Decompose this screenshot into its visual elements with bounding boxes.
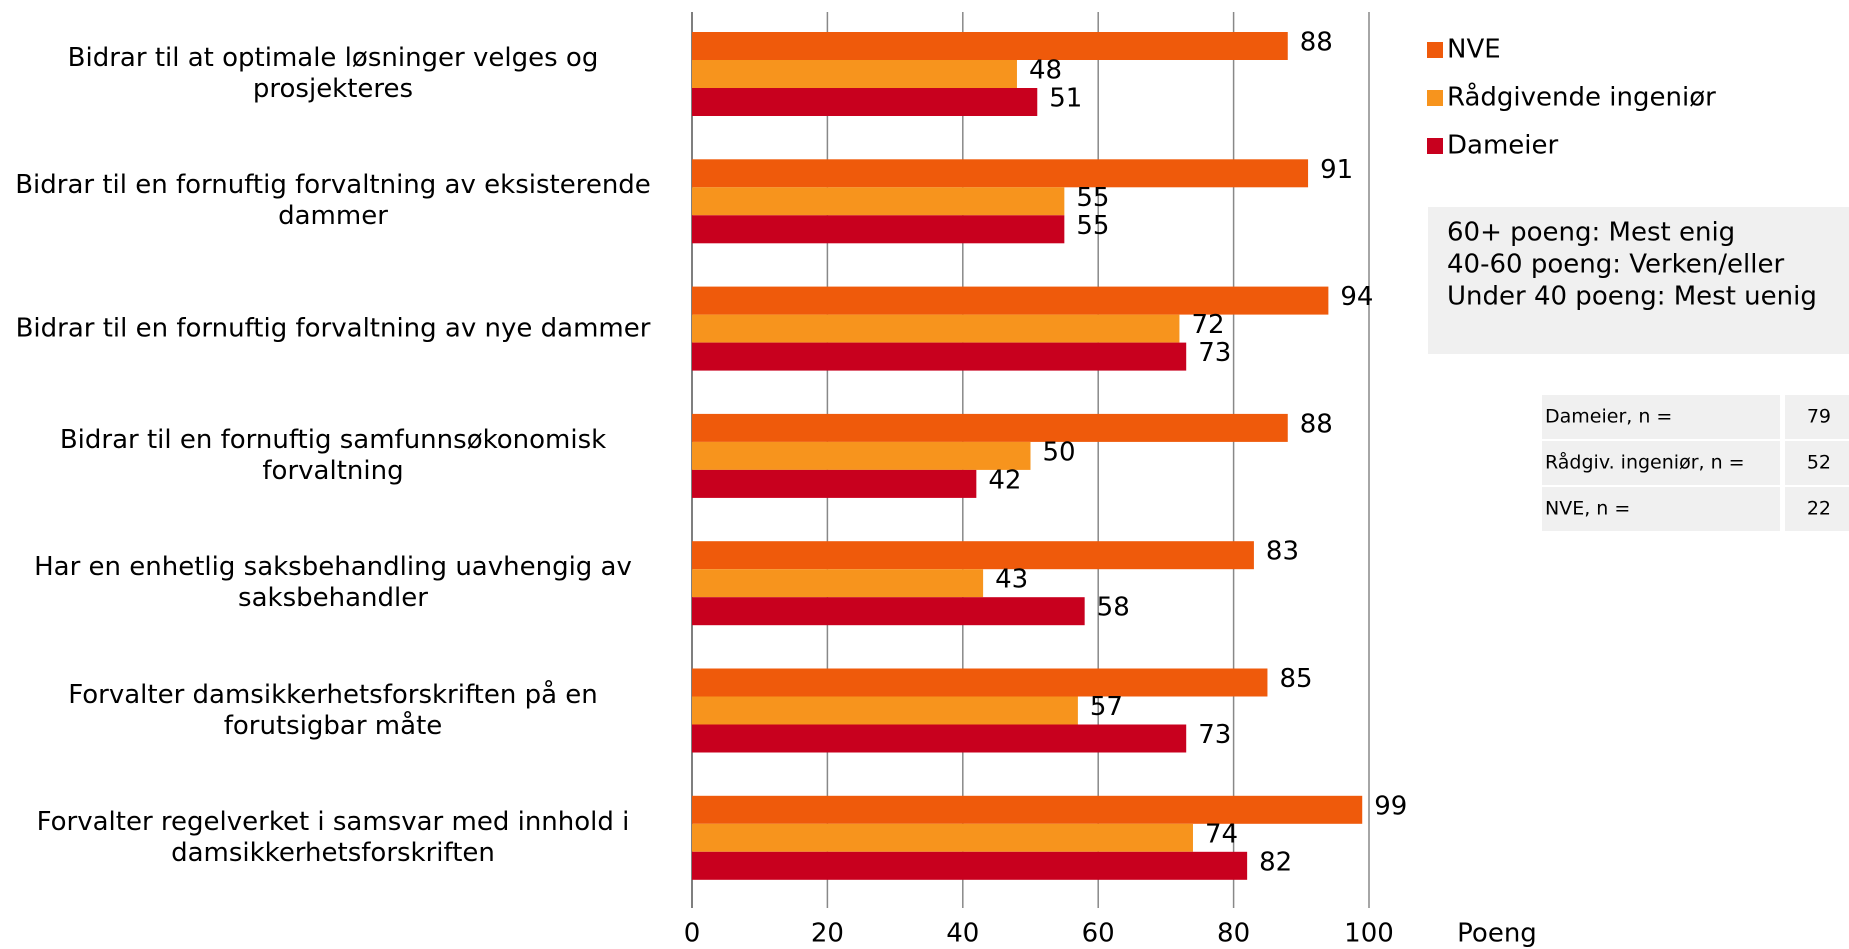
bar — [692, 159, 1309, 188]
value-label: 73 — [1198, 720, 1231, 750]
legend-swatch — [1427, 42, 1443, 58]
y-tick-label: Bidrar til en fornuftig samfunnsøkonomis… — [59, 424, 607, 486]
legend-label: Dameier — [1447, 131, 1558, 161]
value-label: 88 — [1300, 409, 1333, 439]
legend-swatch — [1427, 138, 1443, 154]
value-label: 73 — [1198, 338, 1231, 368]
value-label: 51 — [1049, 84, 1082, 114]
table-cell — [1785, 395, 1849, 439]
note: 40-60 poeng: Verken/eller — [1447, 250, 1784, 280]
bar — [692, 88, 1038, 116]
table-label: Dameier, n = — [1545, 406, 1672, 428]
legend-label: Rådgivende ingeniør — [1447, 82, 1716, 113]
value-label: 50 — [1043, 437, 1076, 467]
legend-swatch — [1427, 90, 1443, 106]
x-tick-label: 20 — [811, 919, 844, 949]
bar — [692, 187, 1065, 216]
table-cell — [1542, 441, 1780, 485]
value-label: 88 — [1300, 28, 1333, 58]
note-box — [1428, 207, 1849, 354]
bar — [692, 795, 1363, 824]
bar — [692, 413, 1288, 442]
bar — [692, 696, 1078, 725]
value-label: 82 — [1259, 847, 1292, 877]
value-label: 94 — [1340, 282, 1373, 312]
value-label: 85 — [1279, 664, 1312, 694]
table-value: 52 — [1807, 452, 1831, 474]
y-tick-label: Forvalter damsikkerhetsforskriften på en… — [68, 679, 598, 741]
table-cell — [1785, 441, 1849, 485]
value-label: 43 — [995, 565, 1028, 595]
bar — [692, 342, 1187, 371]
value-label: 58 — [1097, 593, 1130, 623]
y-tick-label: Bidrar til at optimale løsninger velges … — [67, 43, 599, 104]
x-tick-label: 0 — [684, 919, 701, 949]
y-tick-label: Forvalter regelverket i samsvar med innh… — [36, 806, 630, 868]
bar — [692, 668, 1268, 697]
table-label: Rådgiv. ingeniør, n = — [1545, 451, 1745, 474]
bar — [692, 32, 1288, 60]
bar — [692, 469, 977, 498]
table-value: 22 — [1807, 498, 1831, 520]
x-tick-label: 80 — [1217, 919, 1250, 949]
x-tick-label: 40 — [946, 919, 979, 949]
note: 60+ poeng: Mest enig — [1447, 218, 1735, 248]
table-cell — [1785, 487, 1849, 531]
value-label: 91 — [1320, 155, 1353, 185]
value-label: 74 — [1205, 819, 1238, 849]
value-label: 55 — [1076, 183, 1109, 213]
x-axis-label: Poeng — [1457, 919, 1537, 949]
bar — [692, 823, 1193, 852]
bar — [692, 851, 1248, 880]
x-tick-label: 100 — [1344, 919, 1394, 949]
note: Under 40 poeng: Mest uenig — [1447, 282, 1817, 312]
value-label: 99 — [1374, 791, 1407, 821]
bar — [692, 597, 1085, 626]
bar — [692, 60, 1017, 88]
bar — [692, 215, 1065, 244]
value-label: 55 — [1076, 211, 1109, 241]
y-tick-label: Bidrar til en fornuftig forvaltning av n… — [15, 313, 651, 344]
value-label: 57 — [1090, 692, 1123, 722]
table-label: NVE, n = — [1545, 498, 1630, 520]
table-value: 79 — [1807, 406, 1831, 428]
bar — [692, 541, 1254, 570]
bar — [692, 441, 1031, 470]
value-label: 72 — [1191, 310, 1224, 340]
x-tick-label: 60 — [1082, 919, 1115, 949]
legend-label: NVE — [1447, 35, 1501, 65]
value-label: 48 — [1029, 56, 1062, 86]
value-label: 42 — [988, 465, 1021, 495]
y-tick-label: Har en enhetlig saksbehandling uavhengig… — [34, 552, 632, 614]
table-cell — [1542, 395, 1780, 439]
bar — [692, 314, 1180, 343]
value-label: 83 — [1266, 537, 1299, 567]
bar — [692, 724, 1187, 753]
y-tick-label: Bidrar til en fornuftig forvaltning av e… — [15, 170, 651, 232]
bar — [692, 569, 984, 598]
bar — [692, 286, 1329, 315]
table-cell — [1542, 487, 1780, 531]
